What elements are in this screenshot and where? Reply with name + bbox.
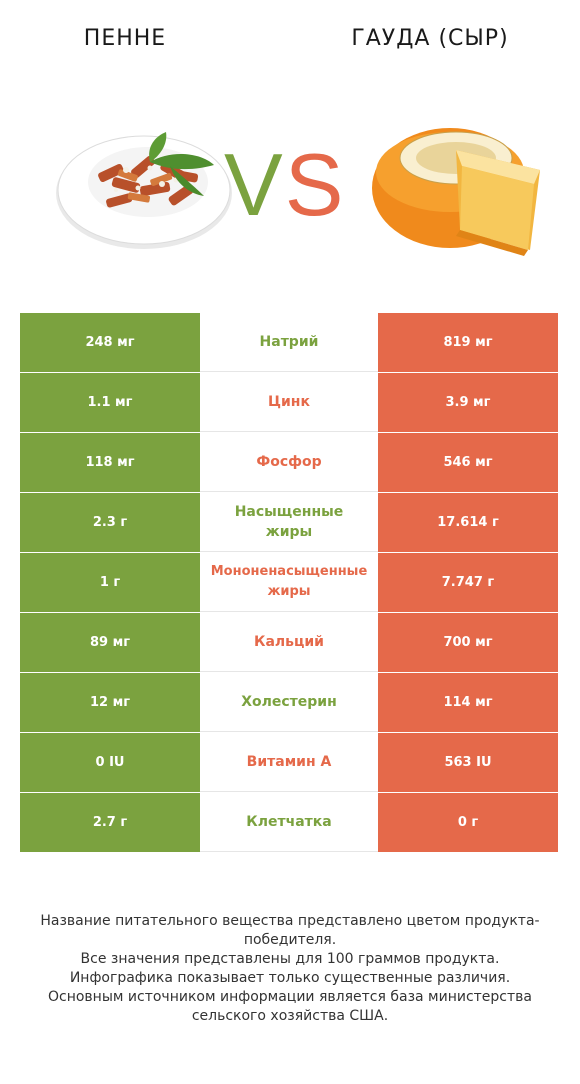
left-value: 118 мг — [20, 433, 200, 492]
left-value: 1.1 мг — [20, 373, 200, 432]
nutrient-label: Цинк — [200, 373, 378, 432]
nutrient-label: Мононенасыщенные жиры — [200, 553, 378, 612]
vs-letter-v: V — [224, 135, 283, 234]
right-value: 17.614 г — [378, 493, 558, 552]
footer-line: Инфографика показывает только существенн… — [69, 970, 511, 986]
nutrient-label: Холестерин — [200, 673, 378, 732]
left-value: 248 мг — [20, 313, 200, 372]
penne-plate-image — [56, 132, 232, 249]
left-value: 89 мг — [20, 613, 200, 672]
footer-line: Все значения представлены для 100 граммо… — [80, 951, 500, 967]
comparison-table: 248 мг Натрий 819 мг 1.1 мг Цинк 3.9 мг … — [20, 313, 558, 853]
table-row: 89 мг Кальций 700 мг — [20, 613, 558, 673]
table-row: 248 мг Натрий 819 мг — [20, 313, 558, 373]
left-product-title: ПЕННЕ — [83, 26, 167, 51]
left-value: 0 IU — [20, 733, 200, 792]
table-row: 118 мг Фосфор 546 мг — [20, 433, 558, 493]
right-value: 700 мг — [378, 613, 558, 672]
right-value: 114 мг — [378, 673, 558, 732]
left-value: 12 мг — [20, 673, 200, 732]
nutrient-label: Натрий — [200, 313, 378, 372]
left-value: 1 г — [20, 553, 200, 612]
right-value: 563 IU — [378, 733, 558, 792]
table-row: 1.1 мг Цинк 3.9 мг — [20, 373, 558, 433]
left-value: 2.3 г — [20, 493, 200, 552]
table-row: 0 IU Витамин A 563 IU — [20, 733, 558, 793]
right-value: 819 мг — [378, 313, 558, 372]
nutrient-label: Витамин A — [200, 733, 378, 792]
vs-label: VS — [224, 140, 364, 230]
nutrient-label: Кальций — [200, 613, 378, 672]
footer-note: Название питательного вещества представл… — [20, 912, 560, 1026]
right-value: 0 г — [378, 793, 558, 852]
right-value: 546 мг — [378, 433, 558, 492]
table-row: 1 г Мононенасыщенные жиры 7.747 г — [20, 553, 558, 613]
right-value: 7.747 г — [378, 553, 558, 612]
nutrient-label: Насыщенные жиры — [200, 493, 378, 552]
gouda-cheese-image — [372, 128, 540, 256]
vs-letter-s: S — [284, 135, 344, 234]
footer-line: Основным источником информации является … — [48, 989, 532, 1024]
left-value: 2.7 г — [20, 793, 200, 852]
table-row: 12 мг Холестерин 114 мг — [20, 673, 558, 733]
table-row: 2.3 г Насыщенные жиры 17.614 г — [20, 493, 558, 553]
table-row: 2.7 г Клетчатка 0 г — [20, 793, 558, 853]
nutrient-label: Клетчатка — [200, 793, 378, 852]
hero-illustrations — [56, 128, 540, 256]
right-value: 3.9 мг — [378, 373, 558, 432]
footer-line: Название питательного вещества представл… — [40, 913, 540, 948]
nutrient-label: Фосфор — [200, 433, 378, 492]
right-product-title: ГАУДА (СЫР) — [351, 26, 509, 51]
